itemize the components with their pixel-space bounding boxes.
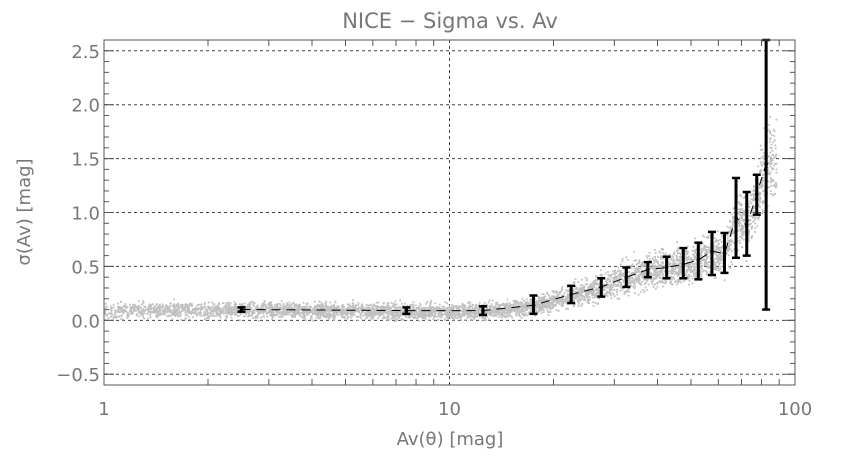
y-tick-labels: −0.5 0.0 0.5 1.0 1.5 2.0 2.5: [56, 42, 100, 386]
mean-point: [531, 303, 536, 308]
plot-frame: [103, 39, 796, 386]
x-tick-label: 100: [778, 399, 812, 420]
y-tick-label: 1.5: [71, 150, 100, 171]
mean-point: [710, 249, 714, 254]
mean-trend-line: [241, 163, 767, 312]
y-tick-label: 0.5: [71, 257, 100, 278]
mean-line: [241, 163, 767, 312]
y-tick-label: 2.0: [71, 96, 100, 117]
mean-point: [681, 262, 686, 267]
y-tick-label: 2.5: [71, 42, 100, 63]
x-tick-label: 1: [98, 399, 109, 420]
chart-title: NICE − Sigma vs. Av: [342, 9, 558, 33]
y-axis-label: σ(Av) [mag]: [14, 158, 35, 265]
scatter-cloud: [104, 116, 778, 323]
mean-point: [599, 285, 604, 289]
mean-point: [239, 307, 244, 312]
mean-point: [722, 251, 727, 256]
mean-point: [696, 258, 701, 262]
y-tick-label: 0.0: [71, 311, 100, 332]
x-tick-labels: 1 10 100: [98, 399, 812, 420]
x-tick-label: 10: [438, 399, 461, 420]
y-tick-label: −0.5: [56, 365, 100, 386]
mean-point: [569, 292, 573, 297]
mean-point: [624, 275, 629, 279]
error-bars: [237, 38, 771, 317]
mean-point: [646, 267, 650, 272]
mean-point: [744, 223, 749, 228]
mean-point: [404, 308, 409, 313]
mean-point: [734, 216, 738, 220]
mean-point: [481, 308, 485, 313]
y-tick-label: 1.0: [71, 204, 100, 225]
scatter-points: [104, 116, 778, 323]
mean-point: [754, 192, 759, 196]
mean-point: [664, 265, 669, 270]
mean-point: [764, 162, 768, 166]
grid-lines: [104, 39, 795, 386]
x-axis-label: Av(θ) [mag]: [397, 429, 504, 450]
